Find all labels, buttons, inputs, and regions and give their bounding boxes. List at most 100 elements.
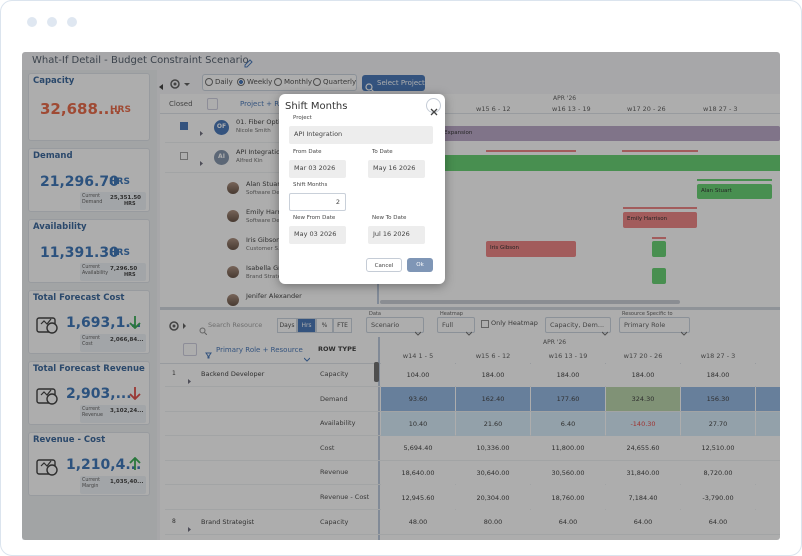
unit-toggle[interactable]: Days — [277, 318, 297, 333]
load-line — [652, 237, 666, 239]
table-cell: 5,694.40 — [381, 436, 455, 461]
dropdown[interactable]: Capacity, Dem... — [545, 317, 611, 333]
gantt-bar[interactable]: Expansion — [440, 126, 780, 141]
resource-name: Jenifer Alexander — [246, 292, 302, 300]
row-checkbox[interactable] — [180, 152, 188, 160]
trend-arrow-svg — [129, 456, 141, 470]
table-cell: 64.00 — [681, 510, 755, 535]
cancel-button[interactable]: Cancel — [366, 258, 402, 272]
sort-button[interactable] — [207, 98, 218, 110]
table-cell — [756, 485, 780, 510]
sort-button[interactable] — [183, 343, 197, 356]
ok-button[interactable]: Ok — [407, 258, 433, 272]
field-value: API Integration — [294, 130, 343, 138]
unit-toggle[interactable]: Hrs — [297, 318, 316, 333]
gantt-bar[interactable]: Alan Stuart — [697, 184, 772, 199]
dropdown[interactable]: Scenario — [366, 317, 424, 333]
avatar — [227, 238, 239, 250]
search-resource[interactable]: Search Resource — [208, 321, 263, 329]
table-cell — [756, 436, 780, 461]
field-value[interactable]: 2 — [335, 198, 340, 206]
cell-value: 64.00 — [558, 518, 578, 527]
dropdown[interactable]: Primary Role — [619, 317, 690, 333]
view-radio[interactable] — [205, 78, 213, 86]
cancel-label[interactable]: Cancel — [374, 263, 394, 269]
expand-arrow — [187, 371, 192, 384]
table-cell: 10,336.00 — [456, 436, 530, 461]
view-radio[interactable] — [274, 78, 282, 86]
kpi-current-unit: HRS — [124, 272, 136, 278]
search-icon — [199, 321, 208, 336]
resource-name: Isabella Gra... — [246, 264, 291, 272]
field-label: New From Date — [293, 215, 336, 221]
table-month: APR '26 — [543, 339, 567, 346]
cell-value: 184.00 — [556, 370, 580, 379]
kpi-current-label: Current Availability — [82, 265, 109, 276]
group-index: 1 — [172, 370, 176, 377]
gantt-bar[interactable]: Iris Gibson — [486, 241, 576, 257]
view-option[interactable]: Weekly — [247, 78, 273, 86]
unit-label[interactable]: Days — [279, 322, 295, 329]
page-title: What-If Detail - Budget Constraint Scena… — [32, 55, 249, 66]
dropdown-value[interactable]: Capacity, Dem... — [550, 321, 605, 329]
scrollbar — [380, 300, 680, 304]
kpi-current-value: 1,035,40... — [110, 479, 144, 485]
ok-label[interactable]: Ok — [416, 262, 424, 268]
settings-icon — [169, 76, 191, 89]
row-type: Cost — [320, 443, 335, 452]
view-option[interactable]: Quarterly — [323, 78, 357, 86]
field: Mar 03 2026 — [289, 160, 346, 178]
gantt-group: Project + R... — [240, 100, 286, 108]
unit-label[interactable]: FTE — [337, 322, 348, 329]
kpi-title: Revenue - Cost — [33, 435, 106, 445]
view-radio[interactable] — [313, 78, 321, 86]
group-name: Backend Developer — [201, 370, 265, 378]
project-name: API Integration — [236, 148, 285, 156]
unit-label[interactable]: % — [321, 322, 328, 329]
edit-icon — [243, 55, 253, 68]
view-option[interactable]: Daily — [215, 78, 233, 86]
gantt-bar[interactable] — [652, 268, 666, 284]
kpi-title: Demand — [33, 151, 73, 161]
table-week: w15 6 - 12 — [475, 352, 511, 360]
project-owner: Nicole Smith — [236, 128, 271, 134]
view-option[interactable]: Monthly — [284, 78, 313, 86]
table-cell: 27.70 — [681, 411, 755, 436]
unit-label[interactable]: Hrs — [301, 322, 312, 329]
checkbox[interactable] — [481, 320, 489, 328]
close-button[interactable] — [426, 98, 441, 116]
dropdown-value[interactable]: Scenario — [371, 321, 400, 329]
dropdown-value[interactable]: Primary Role — [624, 321, 666, 329]
kpi-title: Availability — [33, 222, 87, 232]
kpi-current-label: Current Margin — [82, 478, 101, 489]
table-cell: 8,720.00 — [681, 460, 755, 485]
gantt-bar-label: Emily Harrison — [627, 216, 668, 222]
only-heatmap[interactable]: Only Heatmap — [491, 319, 538, 327]
select-project-button[interactable]: Select Project — [362, 75, 425, 91]
field[interactable]: 2 — [289, 193, 346, 211]
unit-toggle[interactable]: FTE — [333, 318, 352, 333]
kpi-current-box — [80, 476, 146, 494]
cell-value: -3,790.00 — [702, 493, 734, 502]
row-checkbox[interactable] — [180, 122, 188, 130]
gantt-bar[interactable] — [440, 155, 780, 171]
table-cell: 177.60 — [531, 387, 605, 412]
row-line — [165, 386, 780, 387]
search-icon — [365, 78, 375, 93]
select-project-label[interactable]: Select Project — [377, 79, 425, 87]
resource-name: Alan Stuart — [246, 180, 283, 188]
row-line — [165, 410, 780, 412]
gantt-bar[interactable] — [652, 241, 666, 257]
dropdown-value[interactable]: Full — [442, 321, 454, 329]
unit-toggle[interactable]: % — [316, 318, 333, 333]
kpi-current-label: Current Cost — [82, 336, 101, 347]
dropdown[interactable]: Full — [437, 317, 475, 333]
select-label: Heatmap — [440, 311, 463, 317]
window-dot — [47, 17, 57, 27]
gantt-bar[interactable]: Emily Harrison — [623, 212, 697, 228]
field: Jul 16 2026 — [368, 226, 425, 244]
collapse-arrow-svg — [159, 84, 163, 90]
trend-arrow-svg — [129, 316, 141, 330]
view-radio[interactable] — [237, 78, 245, 86]
cell-value: 10,336.00 — [476, 444, 510, 453]
